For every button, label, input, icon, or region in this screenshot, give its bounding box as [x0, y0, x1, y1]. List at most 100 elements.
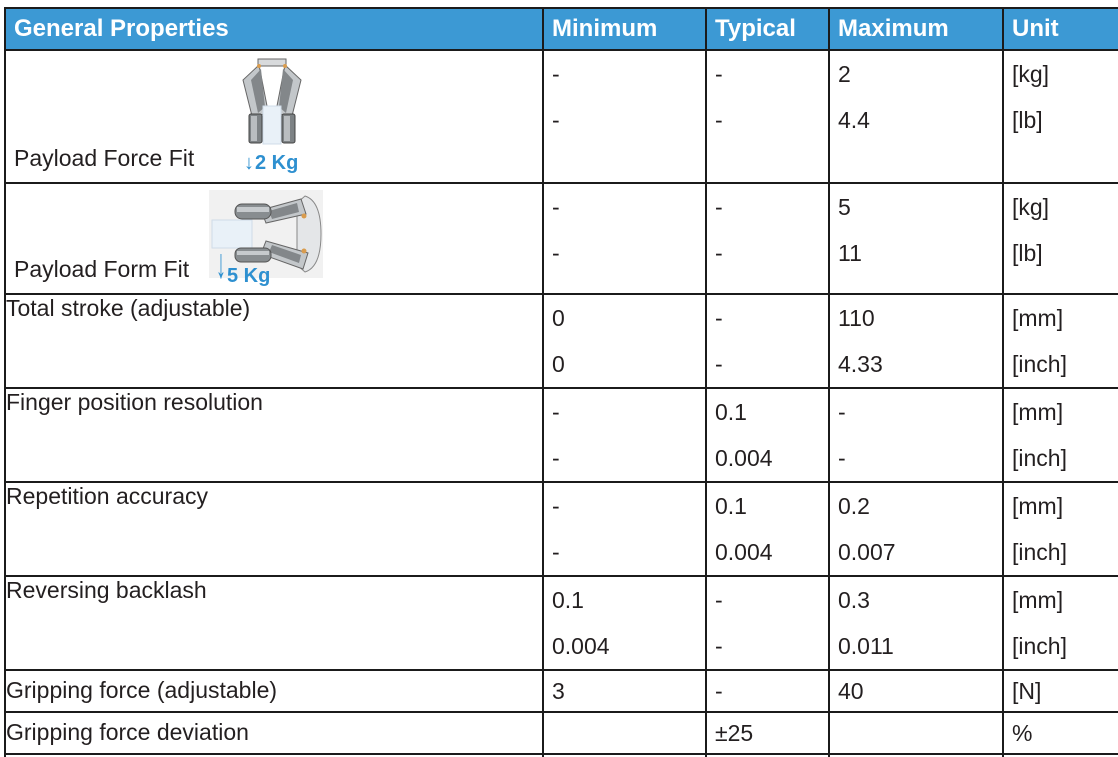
- table-header-row: General Properties Minimum Typical Maxim…: [4, 7, 1118, 51]
- unit-value: [inch]: [1012, 538, 1067, 565]
- header-maximum: Maximum: [828, 7, 1004, 51]
- min-value: -: [552, 193, 560, 220]
- cell-unit: [mm] [inch]: [1002, 387, 1118, 483]
- cell-maximum: [828, 753, 1004, 757]
- cell-unit: [kg] [lb]: [1002, 49, 1118, 184]
- cell-minimum: 0 0: [542, 293, 707, 389]
- property-label: Gripping force deviation: [4, 711, 544, 755]
- property-label: Gripping force (adjustable): [4, 669, 544, 713]
- force-fit-gripper-image: [242, 58, 302, 145]
- min-value: -: [552, 106, 560, 133]
- header-minimum: Minimum: [542, 7, 707, 51]
- max-value: 0.2: [838, 492, 870, 519]
- typ-value: -: [715, 193, 723, 220]
- cell-typical: [705, 753, 830, 757]
- max-value: 4.4: [838, 106, 870, 133]
- cell-unit: [mm] [inch]: [1002, 293, 1118, 389]
- max-value: [831, 714, 1001, 752]
- max-value: 0.011: [838, 632, 894, 659]
- table-row-payload-force-fit: Payload Force Fit: [4, 49, 1118, 184]
- unit-value: [kg]: [1012, 60, 1050, 87]
- payload-force-fit-annotation: ↓ 2 Kg: [244, 153, 298, 173]
- property-label: Reversing backlash: [4, 575, 544, 671]
- cell-typical: - -: [705, 293, 830, 389]
- table-row-payload-form-fit: Payload Form Fit ↓: [4, 182, 1118, 295]
- cell-maximum: [828, 711, 1004, 755]
- cell-maximum: 2 4.4: [828, 49, 1004, 184]
- cell-typical: - -: [705, 575, 830, 671]
- unit-value: [inch]: [1012, 444, 1067, 471]
- general-properties-table: General Properties Minimum Typical Maxim…: [4, 7, 1118, 757]
- min-value: -: [552, 538, 560, 565]
- cell-maximum: 0.2 0.007: [828, 481, 1004, 577]
- typ-value: 0.004: [715, 444, 773, 471]
- cell-minimum: 0.1 0.004: [542, 575, 707, 671]
- property-label: Payload Force Fit: [14, 145, 195, 171]
- cell-typical: 0.1 0.004: [705, 481, 830, 577]
- typ-value: -: [715, 304, 723, 331]
- cell-unit: %: [1002, 711, 1118, 755]
- cell-typical: ±25: [705, 711, 830, 755]
- table-row-partial: [4, 753, 1118, 757]
- unit-value: [lb]: [1012, 239, 1043, 266]
- cell-typical: - -: [705, 49, 830, 184]
- max-value: 0.007: [838, 538, 896, 565]
- payload-form-fit-annotation: ↓ 5 Kg: [216, 244, 271, 287]
- max-value: 0.3: [838, 586, 870, 613]
- min-value: 0: [552, 350, 565, 377]
- cell-minimum: - -: [542, 387, 707, 483]
- cell-typical: - -: [705, 182, 830, 295]
- header-typical: Typical: [705, 7, 830, 51]
- property-cell: Payload Form Fit ↓: [4, 182, 544, 295]
- min-value: 3: [552, 677, 565, 704]
- cell-maximum: - -: [828, 387, 1004, 483]
- property-label: Total stroke (adjustable): [4, 293, 544, 389]
- unit-value: [mm]: [1012, 586, 1064, 613]
- typ-value: 0.1: [715, 398, 747, 425]
- unit-value: [inch]: [1012, 632, 1067, 659]
- max-value: -: [838, 444, 846, 471]
- table-row-gripping-force-deviation: Gripping force deviation ±25 %: [4, 711, 1118, 755]
- typ-value: ±25: [715, 719, 754, 746]
- cell-unit: [1002, 753, 1118, 757]
- cell-unit: [kg] [lb]: [1002, 182, 1118, 295]
- property-cell: [4, 753, 544, 757]
- cell-typical: 0.1 0.004: [705, 387, 830, 483]
- table-row-finger-position-resolution: Finger position resolution - - 0.1 0.004…: [4, 387, 1118, 483]
- cell-unit: [mm] [inch]: [1002, 481, 1118, 577]
- table-row-gripping-force: Gripping force (adjustable) 3 - 40 [N]: [4, 669, 1118, 713]
- max-value: 40: [838, 677, 864, 704]
- cell-minimum: - -: [542, 49, 707, 184]
- cell-minimum: - -: [542, 481, 707, 577]
- down-arrow-icon: ↓: [244, 152, 254, 174]
- payload-annotation-label: 2 Kg: [255, 152, 299, 174]
- header-unit: Unit: [1002, 7, 1118, 51]
- cell-unit: [N]: [1002, 669, 1118, 713]
- min-value: 0.1: [552, 586, 584, 613]
- max-value: -: [838, 398, 846, 425]
- max-value: 11: [838, 239, 862, 266]
- cell-maximum: 5 11: [828, 182, 1004, 295]
- property-label: Finger position resolution: [4, 387, 544, 483]
- cell-maximum: 40: [828, 669, 1004, 713]
- unit-value: [lb]: [1012, 106, 1043, 133]
- table-row-reversing-backlash: Reversing backlash 0.1 0.004 - - 0.3 0.0…: [4, 575, 1118, 671]
- cell-unit: [mm] [inch]: [1002, 575, 1118, 671]
- form-fit-gripper-image: [209, 190, 323, 278]
- cell-typical: -: [705, 669, 830, 713]
- cell-minimum: [542, 753, 707, 757]
- min-value: 0.004: [552, 632, 610, 659]
- min-value: [545, 714, 704, 752]
- cell-minimum: [542, 711, 707, 755]
- unit-value: [mm]: [1012, 398, 1064, 425]
- typ-value: -: [715, 632, 723, 659]
- down-arrow-icon: ↓: [216, 241, 226, 289]
- property-cell: Payload Force Fit: [4, 49, 544, 184]
- min-value: -: [552, 239, 560, 266]
- typ-value: -: [715, 239, 723, 266]
- max-value: 4.33: [838, 350, 883, 377]
- unit-value: %: [1012, 719, 1033, 746]
- payload-annotation-label: 5 Kg: [227, 265, 271, 287]
- min-value: -: [552, 492, 560, 519]
- unit-value: [inch]: [1012, 350, 1067, 377]
